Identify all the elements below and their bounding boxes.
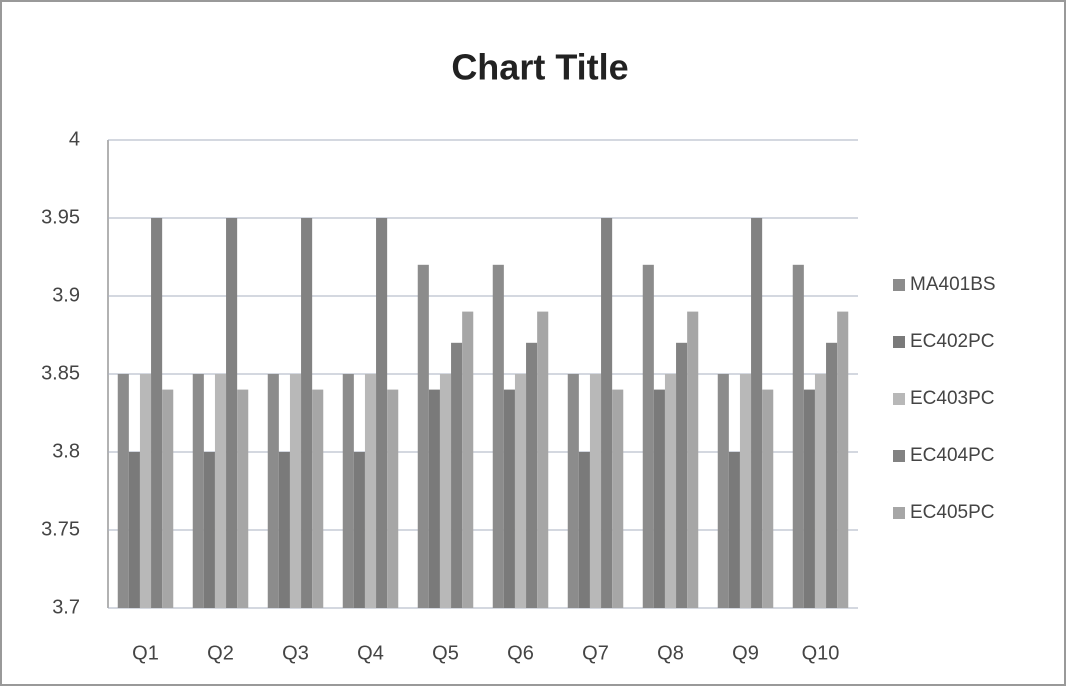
bar bbox=[342, 374, 354, 608]
bar bbox=[289, 374, 302, 608]
bar bbox=[837, 311, 849, 608]
x-tick-label: Q5 bbox=[432, 642, 459, 664]
bar bbox=[803, 389, 815, 608]
y-tick-label: 3.85 bbox=[41, 362, 80, 384]
bar bbox=[267, 374, 279, 608]
x-tick-label: Q10 bbox=[802, 642, 840, 664]
legend-swatch bbox=[893, 336, 905, 348]
x-tick-label: Q7 bbox=[582, 642, 609, 664]
bar bbox=[203, 452, 215, 608]
x-tick-label: Q8 bbox=[657, 642, 684, 664]
bar bbox=[451, 342, 463, 608]
y-tick-label: 3.95 bbox=[41, 206, 80, 228]
y-tick-label: 4 bbox=[69, 128, 80, 150]
bar bbox=[826, 342, 838, 608]
bar bbox=[526, 342, 538, 608]
bar bbox=[462, 311, 474, 608]
legend-swatch bbox=[893, 507, 905, 519]
bar bbox=[739, 374, 752, 608]
y-tick-label: 3.9 bbox=[52, 284, 80, 306]
bar bbox=[751, 218, 763, 608]
bar bbox=[301, 218, 313, 608]
bar bbox=[117, 374, 129, 608]
legend-swatch bbox=[893, 279, 905, 291]
x-tick-label: Q9 bbox=[732, 642, 759, 664]
bar bbox=[589, 374, 602, 608]
legend-label: EC404PC bbox=[910, 445, 995, 466]
y-tick-label: 3.75 bbox=[41, 518, 80, 540]
bar bbox=[664, 374, 677, 608]
bar bbox=[514, 374, 527, 608]
bar bbox=[601, 218, 613, 608]
bar bbox=[676, 342, 688, 608]
bar bbox=[364, 374, 377, 608]
bar bbox=[278, 452, 290, 608]
bar bbox=[612, 389, 624, 608]
bar bbox=[139, 374, 152, 608]
legend-label: EC402PC bbox=[910, 331, 995, 352]
bar bbox=[428, 389, 440, 608]
bar bbox=[214, 374, 227, 608]
legend-label: EC405PC bbox=[910, 502, 995, 523]
bar bbox=[492, 264, 504, 608]
bar bbox=[237, 389, 249, 608]
bar bbox=[353, 452, 365, 608]
bar bbox=[792, 264, 804, 608]
bar bbox=[387, 389, 399, 608]
bar bbox=[128, 452, 140, 608]
x-tick-label: Q3 bbox=[282, 642, 309, 664]
legend-swatch bbox=[893, 450, 905, 462]
bar bbox=[687, 311, 699, 608]
bar bbox=[503, 389, 515, 608]
legend-label: MA401BS bbox=[910, 274, 996, 295]
x-tick-label: Q2 bbox=[207, 642, 234, 664]
bar bbox=[192, 374, 204, 608]
bar bbox=[717, 374, 729, 608]
bar bbox=[642, 264, 654, 608]
bar bbox=[439, 374, 452, 608]
chart-title: Chart Title bbox=[451, 47, 628, 88]
bar bbox=[226, 218, 238, 608]
x-tick-label: Q1 bbox=[132, 642, 159, 664]
bar bbox=[312, 389, 324, 608]
y-tick-label: 3.8 bbox=[52, 440, 80, 462]
bar bbox=[578, 452, 590, 608]
legend-label: EC403PC bbox=[910, 388, 995, 409]
bar bbox=[814, 374, 827, 608]
legend-swatch bbox=[893, 393, 905, 405]
bar bbox=[567, 374, 579, 608]
bar bbox=[653, 389, 665, 608]
bar bbox=[417, 264, 429, 608]
bar bbox=[728, 452, 740, 608]
bar bbox=[537, 311, 549, 608]
x-tick-label: Q6 bbox=[507, 642, 534, 664]
y-tick-label: 3.7 bbox=[52, 596, 80, 618]
bar bbox=[162, 389, 174, 608]
x-tick-label: Q4 bbox=[357, 642, 384, 664]
bar bbox=[376, 218, 388, 608]
bar bbox=[151, 218, 163, 608]
bar bbox=[762, 389, 774, 608]
